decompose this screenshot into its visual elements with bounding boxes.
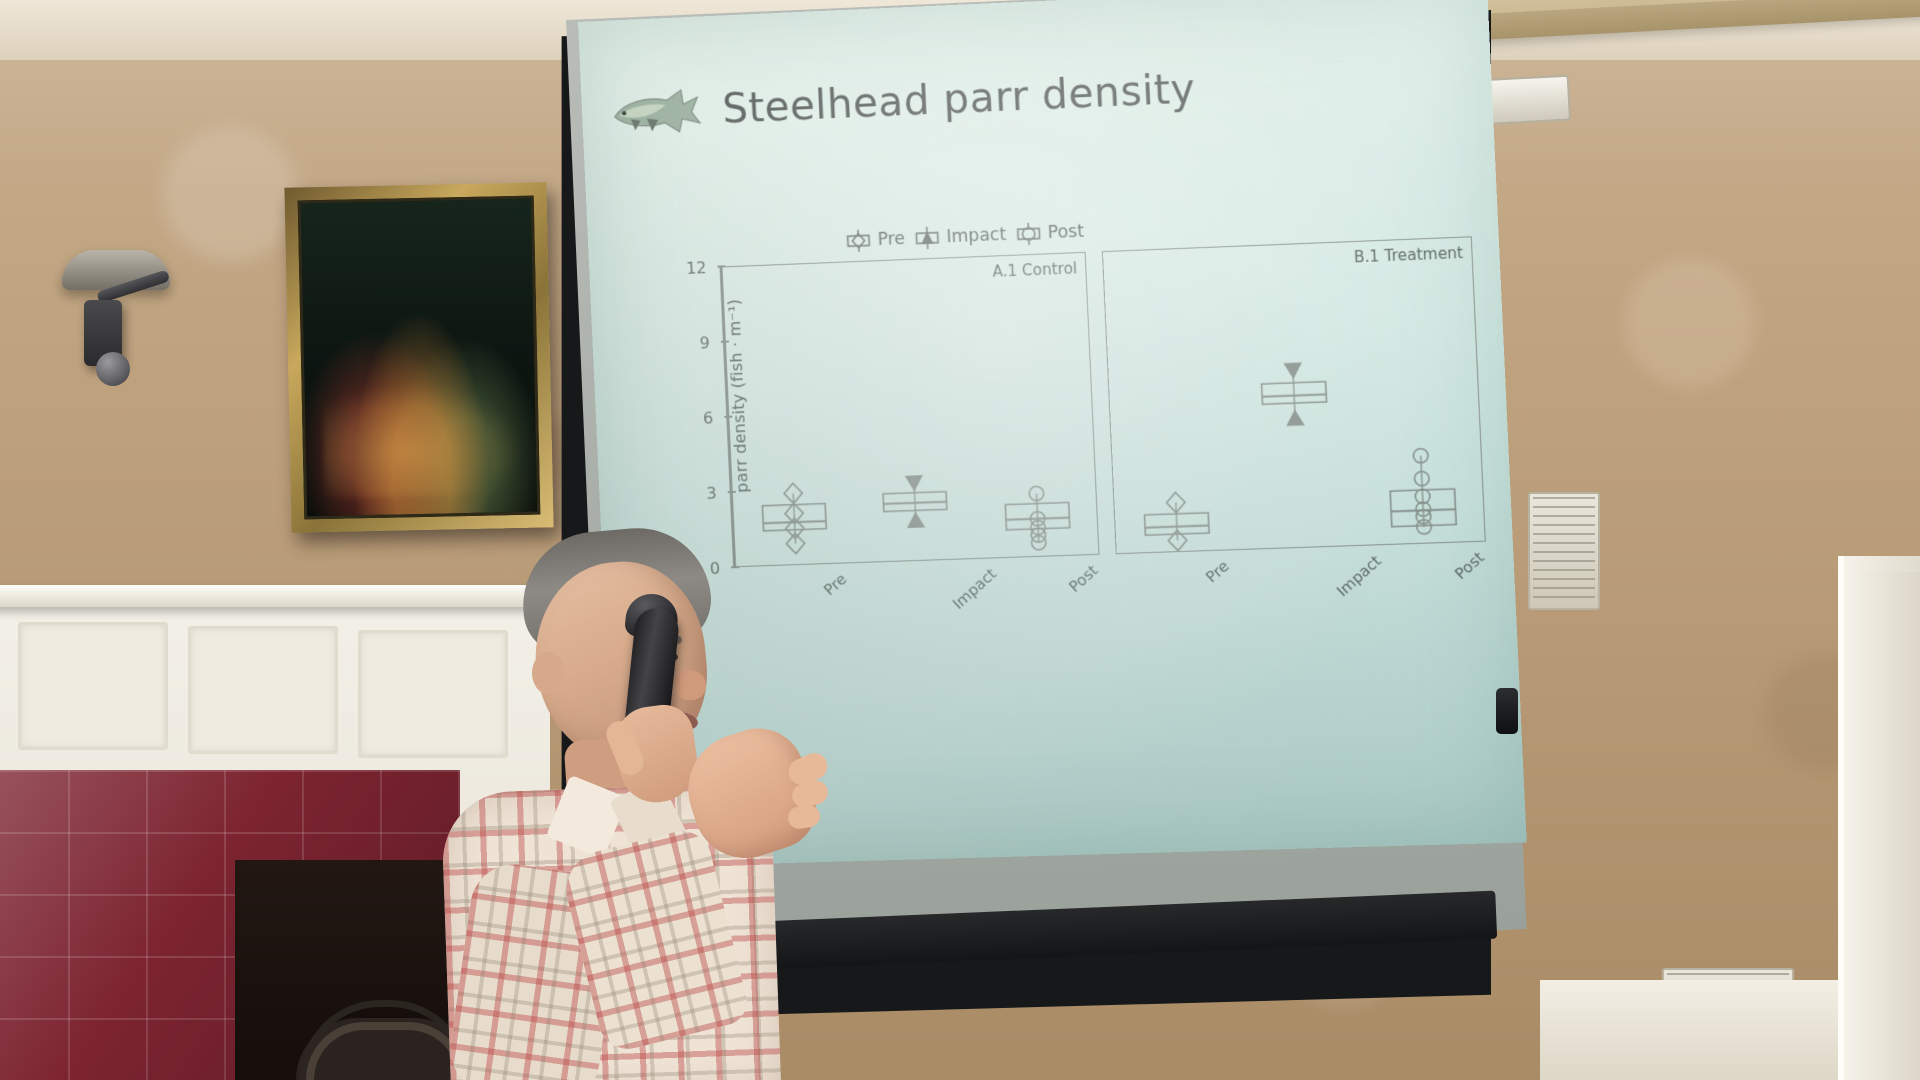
chart-legend: Pre Impact <box>845 220 1085 254</box>
boxplot-pre <box>1143 491 1209 551</box>
art-highlight <box>322 381 523 499</box>
x-tick-label: Post <box>1065 561 1102 596</box>
y-tick-label: 12 <box>685 257 707 278</box>
presenter <box>440 520 950 1080</box>
boxplot-diamond-icon <box>845 228 872 253</box>
boxplot-triangle-icon <box>914 225 941 250</box>
legend-item-pre: Pre <box>845 227 906 254</box>
panel-boxplots <box>723 475 1101 568</box>
vent-louvers <box>1533 497 1595 605</box>
slide-title: Steelhead parr density <box>721 65 1197 133</box>
chart-panel: B.1 Treatment <box>1101 236 1487 555</box>
y-tick-label: 3 <box>706 483 718 503</box>
boxplot-post <box>1388 447 1456 535</box>
fireplace-tile-wall <box>0 770 460 1080</box>
picture-canvas <box>297 195 541 520</box>
legend-label: Impact <box>946 224 1007 248</box>
mantel-shelf <box>0 585 550 607</box>
slide-header: Steelhead parr density <box>607 63 1196 141</box>
legend-label: Post <box>1047 221 1085 244</box>
boxplot-circle-icon <box>1015 221 1043 246</box>
wall-vent-upper <box>1528 492 1600 610</box>
mantel-panel <box>358 630 508 758</box>
x-tick-label: Pre <box>1202 556 1233 587</box>
boxplot-impact <box>1261 362 1328 427</box>
data-point-triangle <box>904 475 924 492</box>
data-point-triangle <box>1285 409 1305 427</box>
legend-item-impact: Impact <box>914 223 1007 251</box>
presenter-ear <box>532 652 564 694</box>
projected-slide: Steelhead parr density Pre <box>578 0 1527 868</box>
panel-boxplots <box>1103 362 1487 555</box>
presenter-finger <box>786 803 822 831</box>
mantel-panel <box>188 626 338 754</box>
x-tick-label: Post <box>1451 548 1488 584</box>
y-tick-label: 6 <box>702 407 714 428</box>
slide-content: Steelhead parr density Pre <box>578 0 1527 868</box>
boxplot-figure: parr density (fish · m⁻¹) 0 3 6 9 12 Pre Impa… <box>631 236 1491 613</box>
trout-icon <box>607 85 705 141</box>
door <box>1862 572 1920 1080</box>
framed-picture <box>284 182 554 533</box>
boxplot-post <box>1004 485 1070 551</box>
screen-side-knob <box>1496 688 1518 734</box>
x-tick-label: Impact <box>948 564 1001 614</box>
chart-panel: A.1 Control <box>721 251 1101 568</box>
x-tick-label: Impact <box>1332 551 1385 601</box>
presenter-nose <box>676 670 706 700</box>
data-point-triangle <box>1283 362 1303 380</box>
mantel-panel <box>18 622 168 750</box>
y-tick-label: 9 <box>699 332 711 353</box>
panel-host: Pre Impact Post A.1 Control Pre Impact Post B.1… <box>631 236 1488 613</box>
legend-label: Pre <box>877 228 906 251</box>
legend-item-post: Post <box>1015 220 1085 247</box>
sconce-knob <box>96 352 130 386</box>
